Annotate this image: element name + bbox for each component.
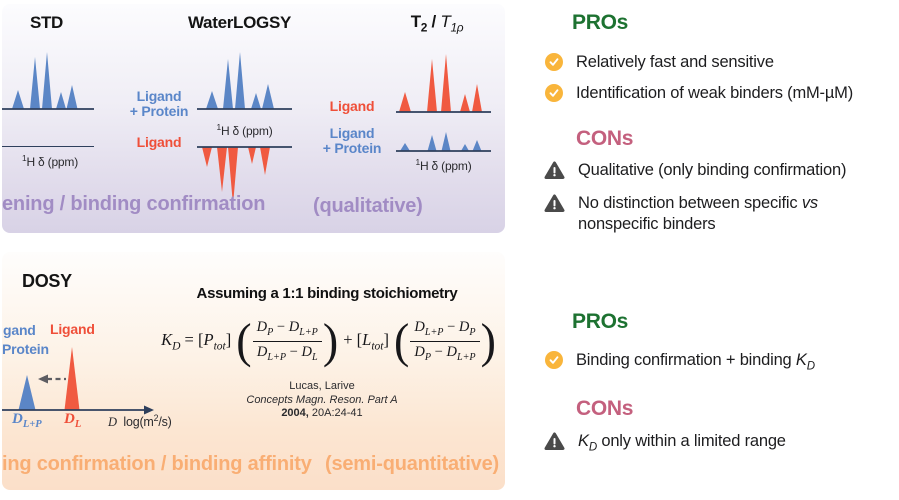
- dosy-xaxis-label: D log(m2/s): [108, 413, 172, 430]
- std-xaxis-label: 1H δ (ppm): [21, 153, 79, 169]
- semi-quantitative-caption: (semi-quantitative): [324, 453, 499, 475]
- con-item: No distinction between specific vs nonsp…: [544, 193, 888, 235]
- waterlogsy-top-spectrum-chart: [197, 49, 292, 113]
- con-item: Qualitative (only binding confirmation): [544, 160, 846, 185]
- con-item: KD only within a limited range: [544, 431, 786, 458]
- binding-affinity-caption: ing confirmation / binding affinity: [2, 453, 312, 475]
- t2-xaxis-label: 1H δ (ppm): [415, 157, 472, 173]
- waterlogsy-complex-label: Ligand + Protein: [129, 88, 189, 119]
- pro-item-text: Binding confirmation + binding KD: [576, 351, 815, 373]
- warning-icon: [544, 161, 565, 185]
- std-reference-line: [2, 146, 94, 147]
- formula-fraction-2: DL+P − DP DP − DL+P: [410, 318, 480, 363]
- t2-ligand-spectrum-chart: [396, 50, 491, 116]
- kd-formula: KD = [Ptot] ( DP − DL+P DL+P − DL ) + [L…: [150, 313, 504, 368]
- pro-item-text: Relatively fast and sensitive: [576, 53, 774, 71]
- con-item-text: Qualitative (only binding confirmation): [578, 161, 847, 179]
- diffusion-shift-arrow-icon: [38, 374, 66, 384]
- dosy-ligand-label: Ligand: [50, 321, 95, 337]
- citation-authors: Lucas, Larive: [289, 380, 355, 392]
- con-item-text: KD only within a limited range: [578, 432, 786, 454]
- close-paren-2: ): [480, 313, 496, 368]
- t2-t1rho-title: T2 / T1ρ: [410, 12, 464, 35]
- d-complex-label: DL+P: [12, 411, 42, 430]
- waterlogsy-xaxis-label: 1H δ (ppm): [216, 122, 273, 138]
- formula-mid: + [Ltot]: [343, 329, 390, 353]
- pros-heading-top: PROs: [572, 11, 628, 34]
- screening-confirmation-caption: ening / binding confirmation: [2, 193, 266, 215]
- con-item-text: No distinction between specific vs nonsp…: [578, 194, 818, 233]
- pro-item: Relatively fast and sensitive: [545, 52, 774, 73]
- pros-heading-bottom: PROs: [572, 310, 628, 333]
- cons-heading-bottom: CONs: [576, 397, 634, 420]
- waterlogsy-ligand-label: Ligand: [136, 134, 182, 150]
- cons-heading-top: CONs: [576, 127, 634, 150]
- check-icon: [545, 53, 563, 71]
- waterlogsy-inverted-spectrum-chart: [197, 145, 292, 209]
- dosy-title: DOSY: [22, 271, 72, 291]
- pro-item: Identification of weak binders (mM-µM): [545, 83, 853, 104]
- std-spectrum-chart: [2, 49, 94, 113]
- close-paren: ): [322, 313, 339, 368]
- pro-item-text: Identification of weak binders (mM-µM): [576, 84, 854, 102]
- dosy-complex-label-line2: Protein: [2, 341, 49, 357]
- dosy-panel: DOSY Assuming a 1:1 binding stoichiometr…: [2, 252, 505, 490]
- warning-icon: [544, 194, 565, 218]
- check-icon: [545, 84, 563, 102]
- pro-item: Binding confirmation + binding KD: [545, 350, 815, 377]
- citation-journal: Concepts Magn. Reson. Part A: [246, 393, 398, 406]
- open-paren: (: [236, 313, 252, 368]
- citation: Lucas, Larive Concepts Magn. Reson. Part…: [172, 380, 472, 421]
- t2-complex-spectrum-chart: [396, 129, 491, 153]
- open-paren-2: (: [394, 313, 410, 368]
- waterlogsy-title: WaterLOGSY: [187, 13, 292, 32]
- dosy-complex-label-line1: gand: [3, 322, 36, 338]
- warning-icon: [544, 432, 565, 456]
- ligand-observed-methods-panel: STD WaterLOGSY T2 / T1ρ 1H δ (ppm) Ligan…: [2, 4, 505, 233]
- check-icon: [545, 351, 563, 369]
- t2-ligand-label: Ligand: [329, 98, 375, 114]
- qualitative-caption: (qualitative): [313, 195, 423, 217]
- stoichiometry-subtitle: Assuming a 1:1 binding stoichiometry: [196, 285, 458, 302]
- std-title: STD: [29, 13, 64, 32]
- citation-year-pages: 2004, 20A:24-41: [281, 407, 363, 419]
- formula-fraction-1: DP − DL+P DL+P − DL: [252, 318, 322, 363]
- t2-complex-label: Ligand + Protein: [322, 125, 382, 156]
- dosy-spectrum-chart: [2, 338, 154, 416]
- d-ligand-label: DL: [64, 411, 82, 430]
- formula-lhs: KD = [Ptot]: [161, 329, 232, 353]
